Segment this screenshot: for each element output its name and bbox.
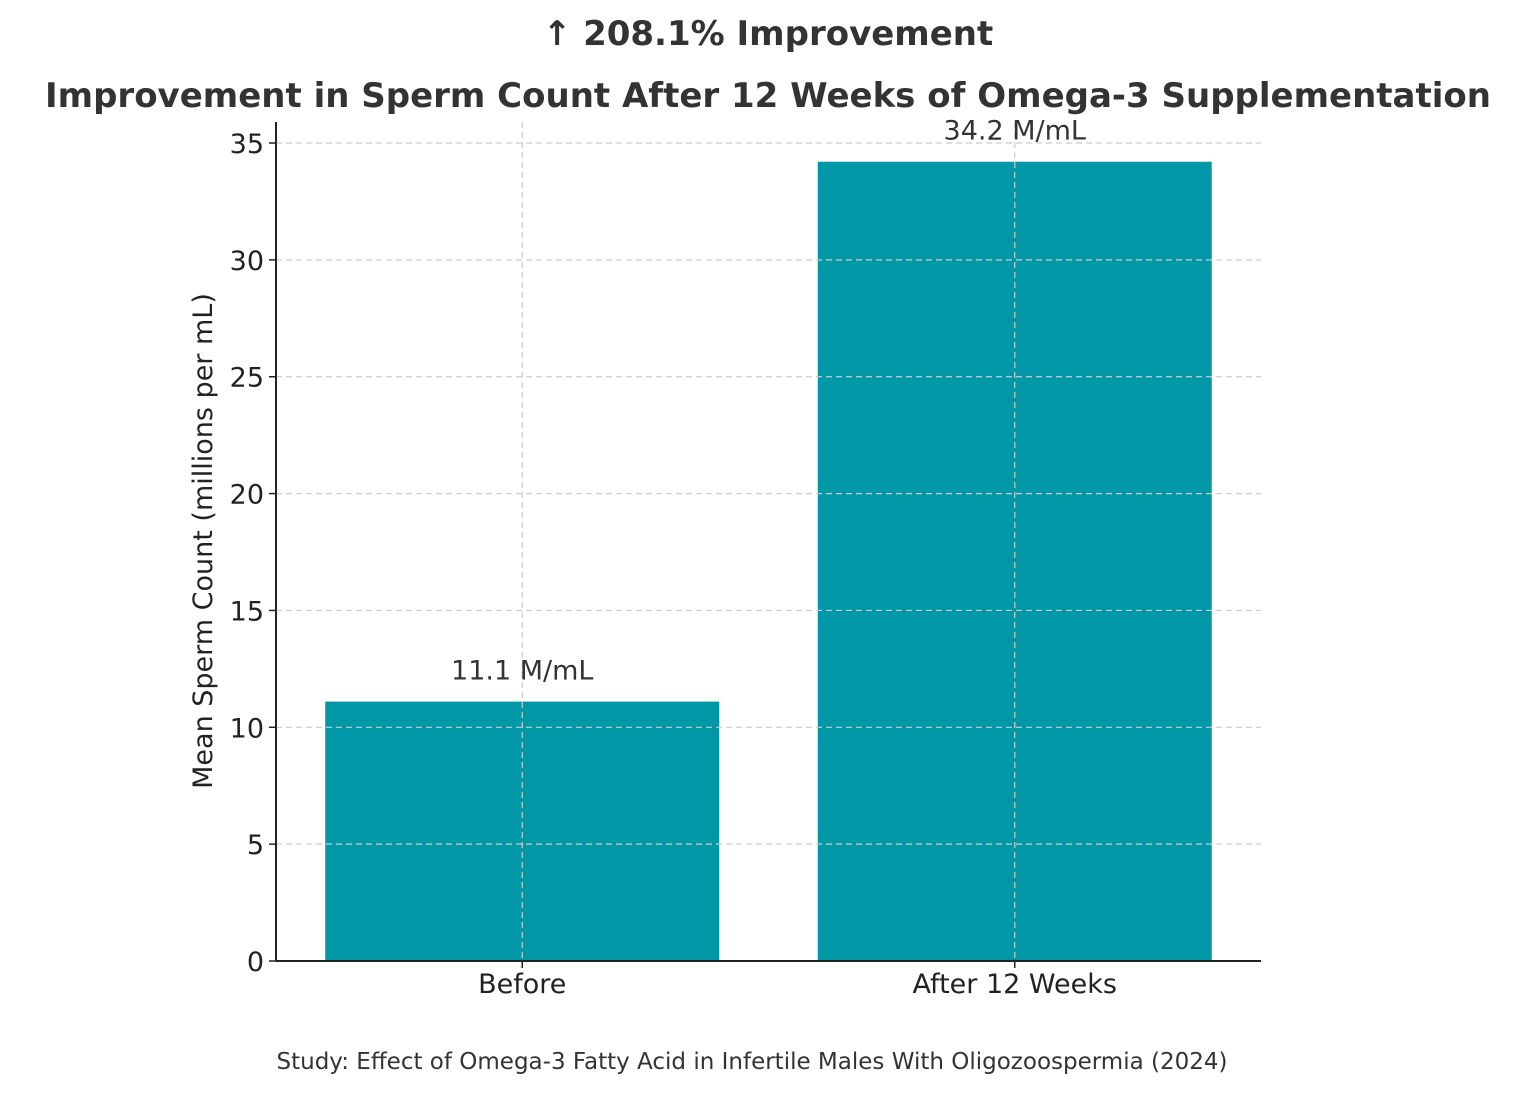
y-tick-label-3: 15 [230, 596, 264, 627]
data-label-1: 34.2 M/mL [944, 116, 1086, 147]
y-tick-label-2: 10 [230, 713, 264, 744]
y-tick-label-1: 5 [247, 830, 264, 861]
y-tick-label-0: 0 [247, 947, 264, 978]
data-label-0: 11.1 M/mL [451, 656, 593, 687]
footnote: Study: Effect of Omega-3 Fatty Acid in I… [277, 1049, 1228, 1075]
x-tick-label-1: After 12 Weeks [913, 969, 1117, 1000]
y-axis-label: Mean Sperm Count (millions per mL) [188, 293, 219, 789]
y-tick-label-4: 20 [230, 480, 264, 511]
y-tick-label-5: 25 [230, 363, 264, 394]
chart-title: Improvement in Sperm Count After 12 Week… [45, 76, 1491, 116]
x-tick-label-0: Before [478, 969, 566, 1000]
bar-1 [817, 161, 1212, 962]
y-tick-label-6: 30 [230, 246, 264, 277]
chart-suptitle: ↑ 208.1% Improvement [543, 14, 993, 54]
y-tick-label-7: 35 [230, 129, 264, 160]
